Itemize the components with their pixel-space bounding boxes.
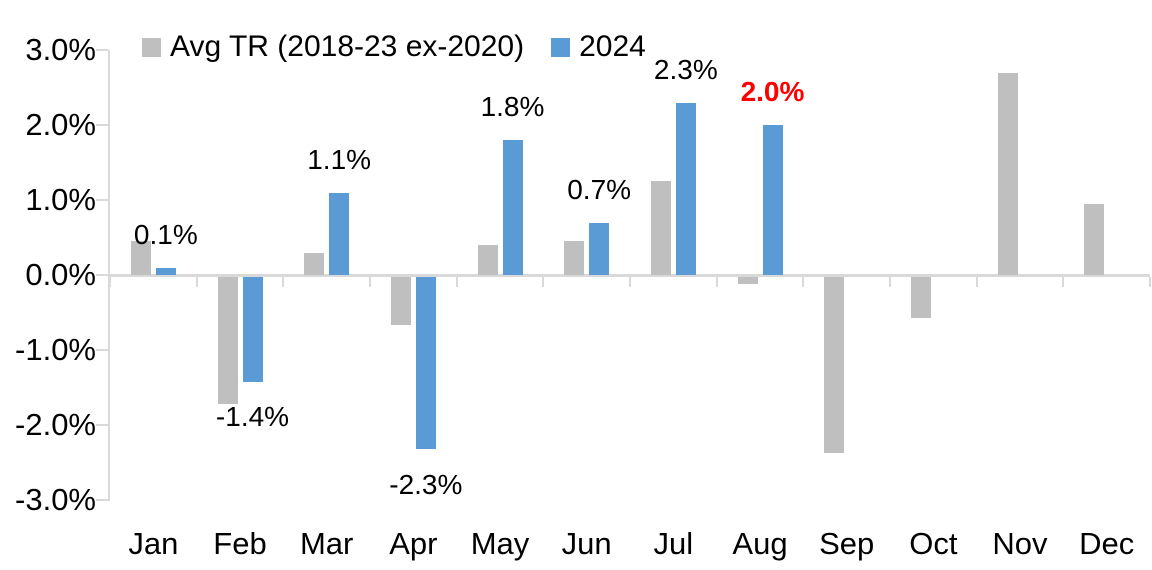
bar-avg-tr-2018-23-ex-2020-dec — [1084, 203, 1105, 275]
legend-label-2024: 2024 — [579, 30, 646, 63]
y-axis-tick — [96, 499, 108, 501]
y-axis-label: 2.0% — [25, 107, 96, 142]
x-axis-tick — [369, 276, 371, 287]
bar-avg-tr-2018-23-ex-2020-jan — [130, 241, 151, 275]
data-label-2024-jun: 0.7% — [567, 173, 632, 205]
x-axis-tick — [542, 276, 545, 287]
x-axis-label-feb: Feb — [213, 526, 267, 561]
x-axis-label-jan: Jan — [128, 526, 179, 561]
y-axis-tick — [96, 124, 108, 126]
legend-item-avg-tr-2018-23-ex-2020: Avg TR (2018-23 ex-2020) — [142, 31, 524, 63]
data-label-2024-may: 1.8% — [480, 91, 545, 122]
y-axis-tick — [96, 349, 108, 351]
y-axis-tick — [96, 49, 108, 51]
x-axis-tick — [629, 276, 631, 287]
y-axis-label: 0.0% — [25, 257, 96, 292]
y-axis-label: -1.0% — [15, 332, 96, 367]
y-axis-label: -2.0% — [15, 407, 96, 442]
x-axis-tick — [715, 276, 718, 287]
bar-avg-tr-2018-23-ex-2020-sep — [824, 276, 845, 453]
legend: Avg TR (2018-23 ex-2020) 2024 — [142, 31, 646, 63]
x-axis-label-dec: Dec — [1079, 526, 1135, 561]
legend-swatch-2024 — [551, 37, 571, 57]
y-axis-tick — [96, 199, 108, 201]
data-label-2024-apr: -2.3% — [389, 468, 463, 500]
bar-avg-tr-2018-23-ex-2020-may — [477, 245, 498, 275]
data-label-2024-feb: -1.4% — [215, 401, 290, 432]
x-axis-tick — [282, 276, 285, 287]
bar-2024-jun — [589, 222, 610, 275]
zero-axis-line — [108, 273, 1150, 277]
bar-2024-apr — [415, 276, 436, 449]
legend-swatch-avg-tr-2018-23-ex-2020 — [142, 37, 161, 57]
x-axis-label-may: May — [470, 526, 530, 561]
x-axis-label-jul: Jul — [653, 526, 694, 561]
data-label-2024-jan: 0.1% — [133, 218, 198, 250]
bar-avg-tr-2018-23-ex-2020-jul — [650, 181, 671, 275]
bar-2024-mar — [329, 192, 350, 275]
bar-avg-tr-2018-23-ex-2020-feb — [217, 276, 238, 404]
bar-avg-tr-2018-23-ex-2020-mar — [304, 252, 325, 275]
bar-avg-tr-2018-23-ex-2020-aug — [737, 276, 758, 284]
y-axis-tick — [96, 424, 108, 426]
bar-avg-tr-2018-23-ex-2020-oct — [910, 276, 931, 318]
x-axis-tick — [455, 276, 458, 287]
bar-2024-may — [502, 140, 523, 275]
x-axis-label-oct: Oct — [909, 526, 958, 561]
y-axis-label: 1.0% — [25, 182, 96, 217]
bar-2024-jan — [155, 267, 176, 275]
bar-avg-tr-2018-23-ex-2020-nov — [997, 72, 1018, 275]
legend-label-avg-tr-2018-23-ex-2020: Avg TR (2018-23 ex-2020) — [170, 30, 525, 63]
bar-2024-jul — [675, 102, 696, 275]
bar-2024-aug — [762, 125, 783, 275]
x-axis-label-nov: Nov — [992, 526, 1048, 561]
x-axis-tick — [802, 276, 805, 287]
x-axis-tick — [1149, 276, 1151, 287]
bar-avg-tr-2018-23-ex-2020-apr — [390, 276, 411, 326]
x-axis-tick — [889, 276, 891, 287]
data-label-2024-mar: 1.1% — [307, 143, 372, 175]
y-axis-label: 3.0% — [25, 32, 96, 67]
data-label-2024-jul: 2.3% — [653, 53, 718, 85]
bar-2024-feb — [242, 276, 263, 382]
x-axis-tick — [195, 276, 198, 287]
y-axis-tick — [96, 274, 108, 276]
x-axis-label-sep: Sep — [819, 526, 875, 561]
x-axis-label-aug: Aug — [732, 526, 788, 561]
x-axis-label-mar: Mar — [299, 526, 354, 561]
legend-item-2024: 2024 — [551, 31, 646, 63]
y-axis-label: -3.0% — [15, 482, 96, 517]
x-axis-tick — [109, 276, 111, 287]
x-axis-tick — [1062, 276, 1065, 287]
x-axis-label-jun: Jun — [561, 526, 612, 561]
x-axis-label-apr: Apr — [389, 526, 438, 561]
x-axis-tick — [975, 276, 978, 287]
data-label-2024-aug: 2.0% — [740, 76, 805, 107]
bar-avg-tr-2018-23-ex-2020-jun — [564, 241, 585, 275]
